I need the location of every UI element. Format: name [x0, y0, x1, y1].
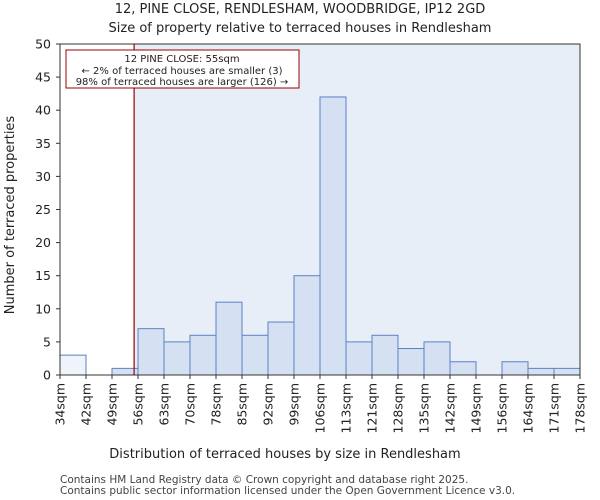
bar-78sqm: [215, 301, 243, 376]
bar-group: [59, 96, 581, 376]
x-tick-label-149sqm: 149sqm: [469, 383, 484, 433]
x-tick-label-56sqm: 56sqm: [131, 383, 146, 426]
x-tick-label-63sqm: 63sqm: [157, 383, 172, 426]
x-tick-label-171sqm: 171sqm: [547, 383, 562, 433]
bar-164sqm: [527, 367, 555, 376]
bar-113sqm: [345, 341, 373, 376]
x-tick-label-70sqm: 70sqm: [183, 383, 198, 426]
bar-128sqm: [397, 348, 425, 376]
x-tick-label-78sqm: 78sqm: [209, 383, 224, 426]
chart-title-line-1: 12, PINE CLOSE, RENDLESHAM, WOODBRIDGE, …: [115, 2, 486, 17]
y-tick-label-15: 15: [35, 268, 51, 283]
bar-106sqm: [319, 96, 347, 376]
x-tick-label-164sqm: 164sqm: [521, 383, 536, 433]
y-axis: 0 5 10 15 20 25 30 35 40 45 50: [35, 37, 60, 383]
y-tick-label-40: 40: [35, 103, 51, 118]
y-tick-label-30: 30: [35, 169, 51, 184]
x-tick-label-49sqm: 49sqm: [105, 383, 120, 426]
y-tick-label-10: 10: [35, 301, 51, 316]
y-axis-label: Number of terraced properties: [3, 116, 18, 315]
x-tick-label-178sqm: 178sqm: [573, 383, 588, 433]
bar-63sqm: [163, 341, 191, 376]
annotation-line-1: 12 PINE CLOSE: 55sqm: [124, 54, 239, 65]
marker-shaded-region: [134, 44, 580, 375]
bar-171sqm: [553, 367, 581, 376]
y-tick-label-0: 0: [43, 368, 51, 383]
x-tick-label-85sqm: 85sqm: [235, 383, 250, 426]
x-tick-label-113sqm: 113sqm: [339, 383, 354, 433]
bar-142sqm: [449, 361, 477, 376]
bar-99sqm: [293, 275, 321, 376]
annotation-line-3: 98% of terraced houses are larger (126) …: [76, 77, 289, 88]
bar-34sqm: [59, 354, 87, 376]
y-tick-label-35: 35: [35, 136, 51, 151]
x-tick-label-99sqm: 99sqm: [287, 383, 302, 426]
y-tick-label-5: 5: [43, 334, 51, 349]
annotation-box: [65, 49, 300, 89]
bar-135sqm: [423, 341, 451, 376]
x-tick-label-42sqm: 42sqm: [79, 383, 94, 426]
x-axis: 34sqm 42sqm 49sqm 56sqm 63sqm 70sqm 78sqm 85sqm…: [53, 375, 588, 433]
bar-121sqm: [371, 334, 399, 376]
plot-area: [59, 43, 581, 376]
bar-92sqm: [267, 321, 295, 376]
footer-line-2: Contains public sector information licen…: [60, 485, 515, 497]
y-tick-label-45: 45: [35, 70, 51, 85]
x-axis-label: Distribution of terraced houses by size …: [109, 447, 460, 462]
y-tick-label-50: 50: [35, 37, 51, 52]
bar-85sqm: [241, 334, 269, 376]
bar-56sqm: [137, 328, 165, 376]
chart-title-line-2: Size of property relative to terraced ho…: [109, 21, 492, 36]
x-tick-label-135sqm: 135sqm: [417, 383, 432, 433]
x-tick-label-34sqm: 34sqm: [53, 383, 68, 426]
x-tick-label-121sqm: 121sqm: [365, 383, 380, 433]
x-tick-label-92sqm: 92sqm: [261, 383, 276, 426]
marker-annotation: 12 PINE CLOSE: 55sqm ← 2% of terraced ho…: [65, 49, 300, 89]
y-tick-label-20: 20: [35, 235, 51, 250]
bar-70sqm: [189, 334, 217, 376]
annotation-line-2: ← 2% of terraced houses are smaller (3): [82, 66, 283, 77]
x-tick-label-128sqm: 128sqm: [391, 383, 406, 433]
x-tick-label-142sqm: 142sqm: [443, 383, 458, 433]
x-tick-label-156sqm: 156sqm: [495, 383, 510, 433]
x-tick-label-106sqm: 106sqm: [313, 383, 328, 433]
y-tick-label-25: 25: [35, 202, 51, 217]
bar-156sqm: [501, 361, 529, 376]
footer-line-1: Contains HM Land Registry data © Crown c…: [60, 474, 468, 486]
